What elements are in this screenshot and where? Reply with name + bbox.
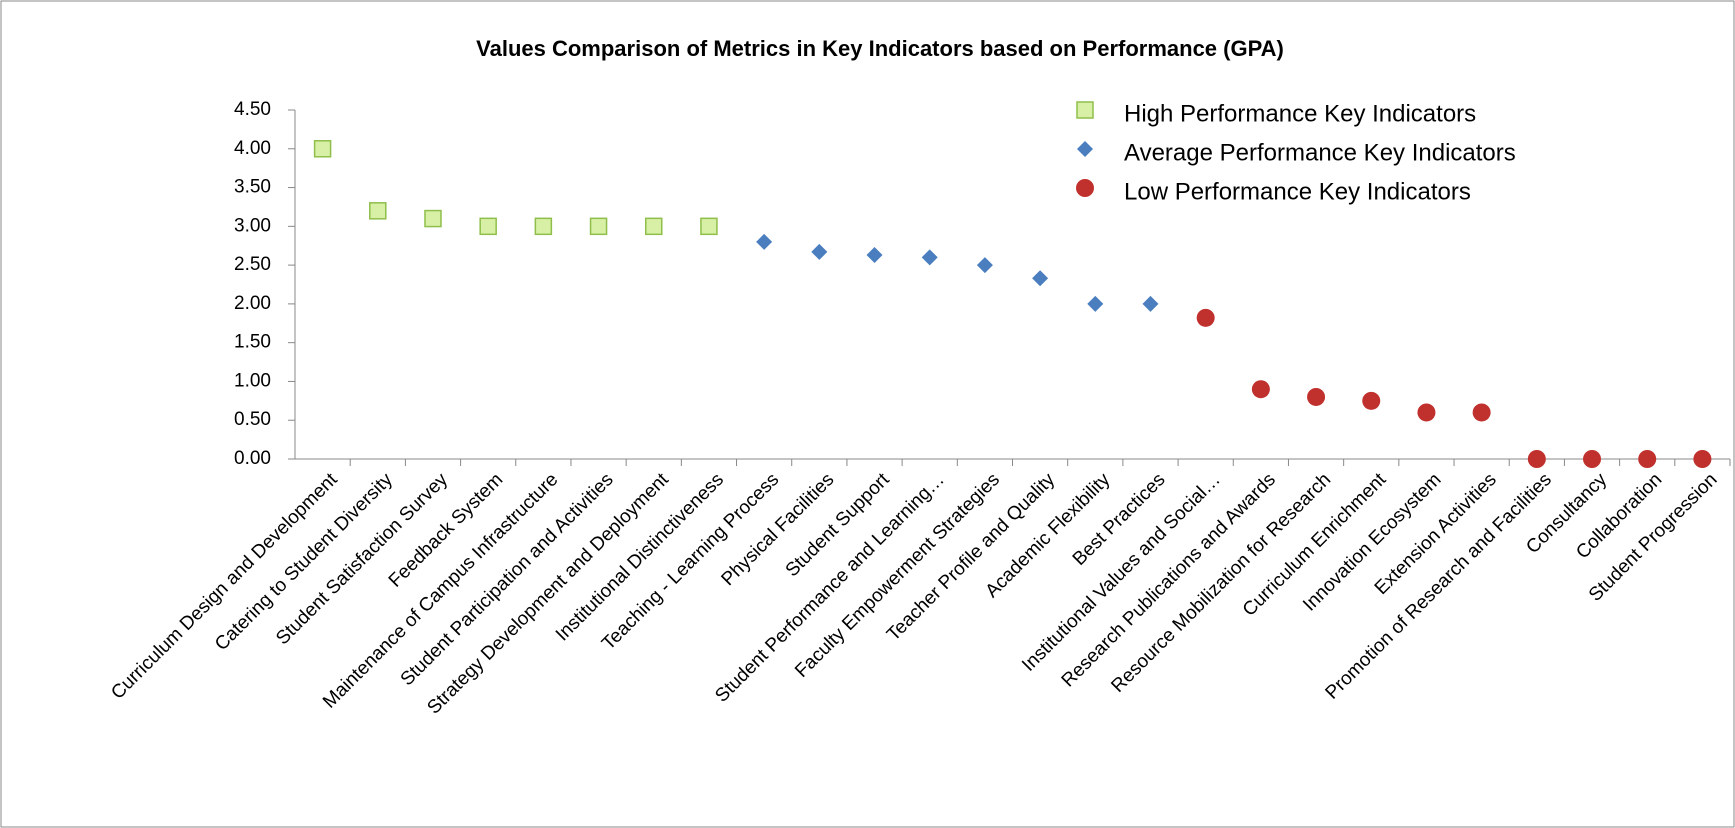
point — [1693, 450, 1712, 468]
point — [1032, 270, 1049, 287]
point — [424, 209, 442, 228]
point — [700, 217, 718, 236]
point — [1251, 380, 1270, 399]
legend-marker — [1076, 101, 1094, 119]
point — [866, 247, 883, 264]
legend-marker — [1076, 179, 1094, 197]
y-tick-label: 2.50 — [234, 254, 271, 275]
point — [1307, 387, 1326, 406]
legend-marker — [1077, 141, 1093, 157]
y-tick-label: 0.50 — [234, 409, 271, 430]
point — [1142, 295, 1159, 312]
chart-title: Values Comparison of Metrics in Key Indi… — [476, 36, 1284, 61]
point — [1196, 308, 1215, 327]
legend: High Performance Key Indicators — [1124, 100, 1476, 127]
point — [1362, 391, 1381, 410]
point — [921, 249, 938, 266]
point — [1087, 295, 1104, 312]
y-tick-label: 0.00 — [234, 448, 271, 469]
y-tick-label: 3.50 — [234, 177, 271, 198]
y-tick-label: 3.00 — [234, 215, 271, 236]
y-tick-label: 4.00 — [234, 138, 271, 159]
point — [1583, 450, 1602, 468]
legend: Average Performance Key Indicators — [1124, 139, 1516, 166]
y-tick-label: 1.00 — [234, 370, 271, 391]
point — [811, 243, 828, 260]
point — [1417, 403, 1436, 422]
point — [369, 202, 387, 220]
point — [645, 217, 663, 236]
point — [313, 140, 332, 158]
point — [479, 217, 497, 236]
y-tick-label: 4.50 — [234, 99, 271, 120]
point — [1527, 450, 1546, 468]
legend: Low Performance Key Indicators — [1124, 178, 1471, 205]
point — [589, 217, 608, 236]
point — [1472, 403, 1491, 422]
point — [534, 217, 553, 236]
point — [976, 257, 993, 274]
y-tick-label: 1.50 — [234, 332, 271, 353]
y-tick-label: 2.00 — [234, 293, 271, 314]
point — [1638, 450, 1657, 468]
point — [756, 233, 773, 250]
